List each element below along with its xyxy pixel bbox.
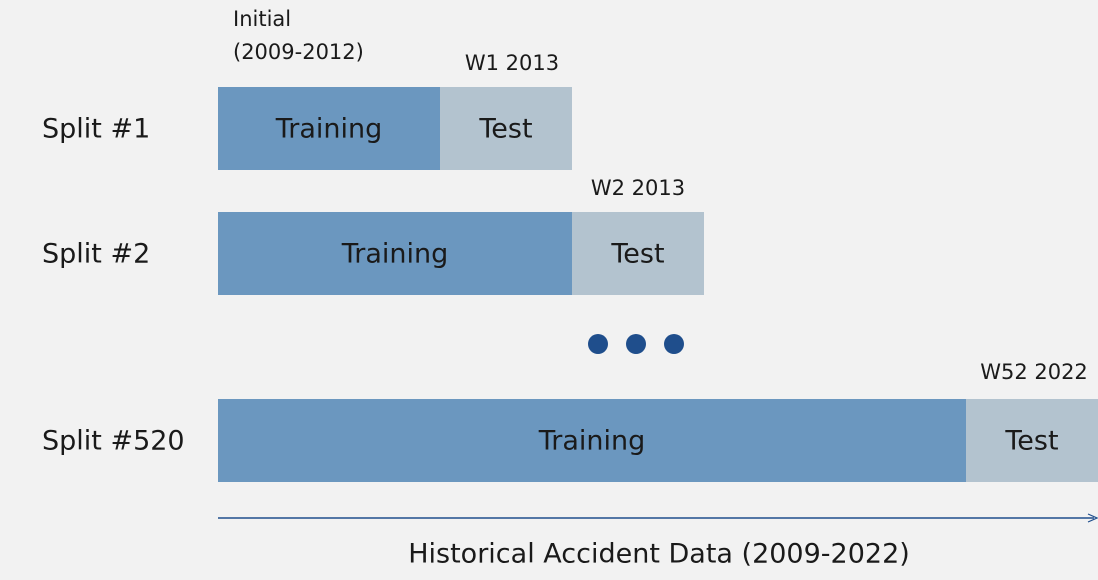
test-text: Test [478,114,532,145]
test-text: Test [610,239,664,270]
ellipsis-dot [664,334,684,354]
test-block [440,87,572,170]
training-block [218,399,966,482]
split-label: Split #2 [42,239,150,270]
axis-label: Historical Accident Data (2009-2022) [408,539,910,570]
ellipsis-dot [626,334,646,354]
test-period: W2 2013 [591,176,685,200]
axis-arrowhead [1087,513,1098,523]
test-block [572,212,704,295]
test-period: W1 2013 [465,51,559,75]
ellipsis-dot [588,334,608,354]
test-period: W52 2022 [980,360,1088,384]
test-text: Test [1004,426,1058,457]
test-block [966,399,1098,482]
training-text: Training [341,239,449,270]
split-label: Split #1 [42,114,150,145]
initial-label: Initial [233,7,291,31]
split-label: Split #520 [42,426,185,457]
training-text: Training [275,114,383,145]
initial-label: (2009-2012) [233,40,364,64]
training-block [218,87,440,170]
training-block [218,212,572,295]
training-text: Training [538,426,646,457]
